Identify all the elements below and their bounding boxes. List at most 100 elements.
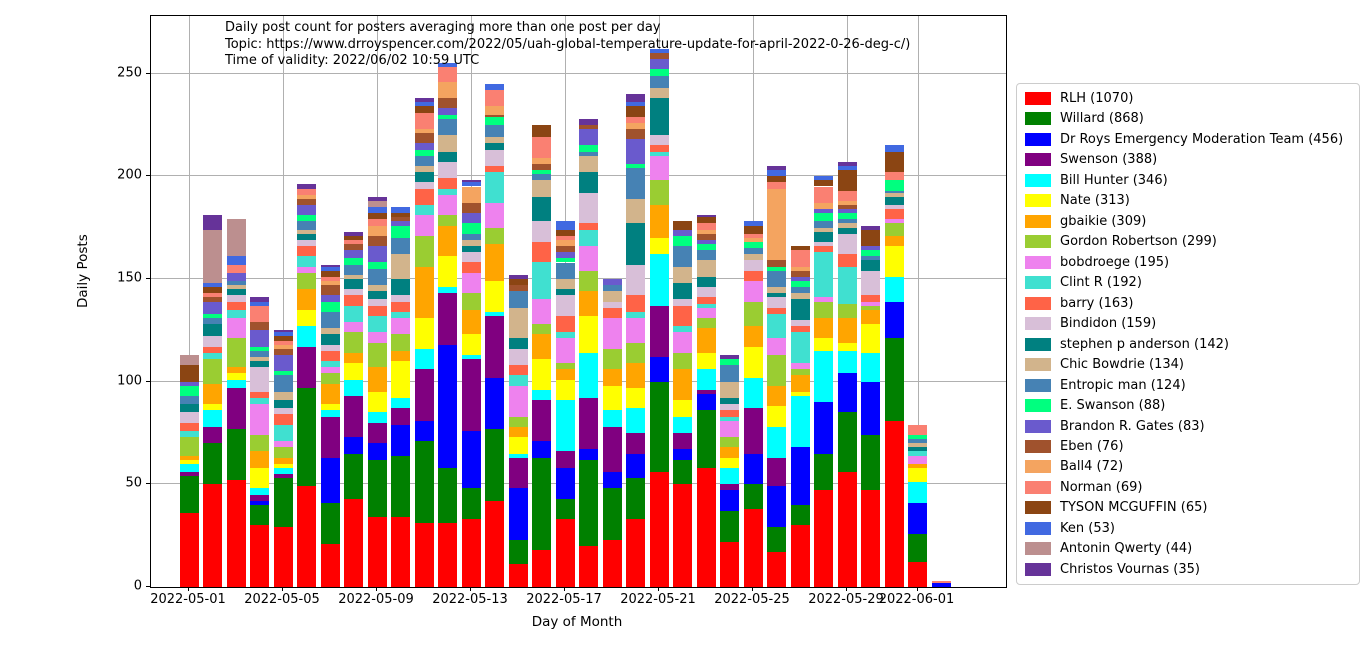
bar-segment-swenson [767,457,786,487]
bar-segment-rlh [273,527,293,587]
bar-segment-e.-swanson [532,170,551,175]
bar-segment-clint-r [485,172,504,203]
bar-segment-swenson [743,408,763,454]
bar-segment-bill-hunter [814,350,833,403]
bar-segment-gordon-robertson [861,305,880,310]
ytick-label-100: 100 [117,373,142,389]
bar-segment-rlh [344,498,363,587]
bar-segment-barry [602,307,622,318]
bar-segment-bill-hunter [508,453,528,458]
bar-segment-barry [438,178,457,189]
bar-segment-rlh [814,490,833,587]
bar-segment-swenson [461,359,481,431]
bar-segment-norman [884,172,904,181]
bar-segment-eben [767,260,786,267]
bar-segment-norman [250,305,269,323]
bar-segment-entropic-man [555,262,575,279]
bar-segment-stephen-p-anderson [179,404,199,413]
bar-segment-christos-vournas [508,274,528,279]
bar-segment-brandon-r.-gates [861,246,880,251]
bar-segment-barry [226,301,246,310]
bar-segment-tyson-mcguffin [391,213,410,218]
bar-segment-stephen-p-anderson [720,398,739,405]
legend-item-norman: Norman (69) [1025,478,1351,497]
bar-segment-ken [273,332,293,337]
bar-segment-gordon-robertson [602,348,622,370]
bar-segment-barry [250,391,269,399]
legend-item-swenson: Swenson (388) [1025,150,1351,169]
bar-segment-stephen-p-anderson [320,334,340,345]
bar-segment-chic-bowdrie [837,223,857,228]
bar-2022-05-23 [696,16,716,587]
bar-segment-gbaikie [837,317,857,343]
bar-segment-christos-vournas [579,118,598,125]
bar-segment-bobdroege [414,215,434,236]
bar-2022-05-21 [649,16,669,587]
bar-segment-dr-roys-emergency-moderation-team [814,402,833,454]
bar-segment-gordon-robertson [673,352,692,370]
bar-segment-nate [884,246,904,277]
bar-segment-bobdroege [226,317,246,339]
bar-segment-rlh [673,484,692,587]
bar-segment-ball4 [297,194,316,199]
legend-label: gbaikie (309) [1060,213,1147,229]
legend-item-barry: barry (163) [1025,294,1351,313]
bar-segment-norman [485,89,504,107]
bar-segment-barry [203,346,222,353]
bar-segment-brandon-r.-gates [602,278,622,286]
bar-segment-rlh [767,552,786,587]
bar-segment-gordon-robertson [837,303,857,318]
bar-segment-e.-swanson [861,250,880,257]
bar-segment-nate [720,457,739,468]
gridline-y-50 [151,483,1006,485]
bar-segment-clint-r [908,451,927,456]
bar-segment-chic-bowdrie [297,229,316,234]
bar-segment-dr-roys-emergency-moderation-team [767,486,786,528]
legend-label: Nate (313) [1060,193,1130,209]
bar-segment-gordon-robertson [344,332,363,353]
bar-segment-bindidon [461,252,481,263]
bar-segment-ken [649,48,669,53]
bar-segment-willard [226,428,246,481]
bar-segment-gbaikie [461,309,481,335]
bar-segment-brandon-r.-gates [579,128,598,146]
bar-2022-05-02 [203,16,222,587]
bar-segment-rlh [461,519,481,587]
plot-area [150,15,1007,588]
bar-segment-swenson [720,484,739,491]
ytick-mark [146,72,150,74]
bar-segment-stephen-p-anderson [250,361,269,368]
bar-segment-swenson [673,432,692,450]
legend-item-dr-roys-emergency-moderation-team: Dr Roys Emergency Moderation Team (456) [1025,130,1351,149]
bar-segment-nate [438,256,457,288]
bar-2022-05-17 [555,16,575,587]
bar-segment-norman [555,235,575,240]
bar-segment-bindidon [555,295,575,316]
legend-label: Swenson (388) [1060,152,1158,168]
bar-segment-chic-bowdrie [273,391,293,401]
bar-segment-chic-bowdrie [555,278,575,290]
bar-segment-christos-vournas [696,215,716,218]
bar-segment-norman [767,182,786,189]
bar-2022-06-02 [931,16,951,587]
bar-segment-ken [250,301,269,306]
bar-segment-norman [743,233,763,238]
bar-segment-barry [673,305,692,327]
xtick-mark [376,587,377,591]
bar-segment-rlh [250,525,269,587]
legend-label: Entropic man (124) [1060,377,1186,393]
bar-segment-bindidon [602,301,622,308]
bar-segment-e.-swanson [273,371,293,376]
legend-item-bobdroege: bobdroege (195) [1025,253,1351,272]
bar-segment-stephen-p-anderson [367,291,387,300]
bar-segment-bobdroege [884,219,904,224]
bar-segment-entropic-man [814,221,833,228]
legend-label: bobdroege (195) [1060,254,1170,270]
bar-segment-bobdroege [908,455,927,464]
bar-segment-bobdroege [626,317,645,343]
bar-segment-christos-vournas [767,165,786,171]
bar-segment-stephen-p-anderson [696,276,716,288]
bar-segment-ball4 [273,344,293,349]
bar-segment-bindidon [250,367,269,392]
bar-segment-clint-r [555,332,575,339]
